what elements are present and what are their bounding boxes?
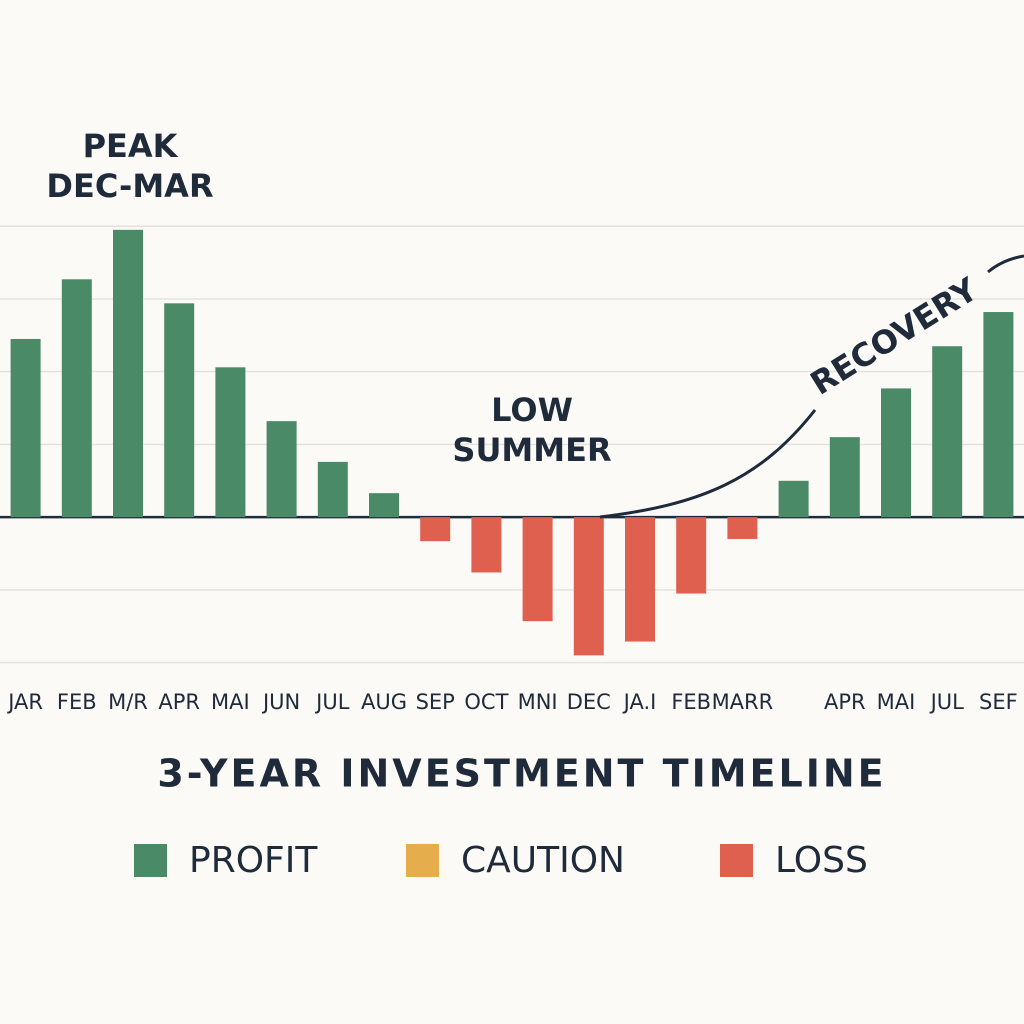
bar [573, 517, 604, 656]
bar [676, 517, 707, 594]
x-tick-label: SEP [416, 690, 455, 714]
bar [10, 338, 41, 518]
legend-swatch [134, 844, 167, 877]
recovery-arrow [987, 254, 1024, 274]
legend-label: CAUTION [461, 840, 625, 881]
x-tick-label: FEB [57, 690, 97, 714]
bar [369, 493, 399, 518]
bar [625, 517, 655, 642]
bar [317, 461, 348, 518]
x-tick-label: OCT [464, 690, 508, 714]
x-tick-label: JAR [6, 690, 43, 714]
x-tick-label: M/R [108, 690, 148, 714]
x-tick-label: DEC [567, 690, 611, 714]
x-tick-label: FEB [671, 690, 711, 714]
bar [727, 517, 758, 539]
annotation-peak-line2: DEC-MAR [46, 167, 213, 205]
bar [522, 517, 553, 622]
x-tick-label: JUL [314, 690, 350, 714]
bar [932, 346, 963, 518]
bar [266, 421, 297, 518]
bar [61, 279, 92, 518]
x-tick-label: JUN [261, 690, 300, 714]
bar [113, 229, 143, 518]
x-tick-label: MNI [518, 690, 558, 714]
bar [881, 388, 911, 518]
bar [829, 437, 860, 518]
bar [983, 312, 1014, 518]
x-tick-label: MAI [211, 690, 250, 714]
legend-label: LOSS [775, 840, 868, 881]
annotation-peak-line1: PEAK [83, 127, 179, 165]
annotation-low-line1: LOW [491, 391, 573, 429]
x-tick-label: MAI [877, 690, 916, 714]
bar [164, 303, 195, 518]
bar [778, 480, 809, 518]
x-tick-label: JA.I [622, 690, 657, 714]
legend-swatch [406, 844, 439, 877]
annotation-low-line2: SUMMER [452, 431, 611, 469]
legend-swatch [720, 844, 753, 877]
recovery-curve [599, 409, 817, 519]
legend-label: PROFIT [189, 840, 318, 881]
x-tick-label: SEF [979, 690, 1018, 714]
x-tick-label: APR [158, 690, 200, 714]
bar [420, 517, 451, 542]
legend: PROFIT CAUTION LOSS [134, 840, 868, 881]
x-tick-label: AUG [361, 690, 407, 714]
bars [10, 229, 1014, 656]
bar [471, 517, 502, 573]
bar [215, 367, 246, 518]
chart-title: 3-YEAR INVESTMENT TIMELINE [157, 752, 886, 796]
x-tick-label: APR [824, 690, 866, 714]
x-tick-label: MARR [712, 690, 774, 714]
x-tick-label: JUL [929, 690, 965, 714]
